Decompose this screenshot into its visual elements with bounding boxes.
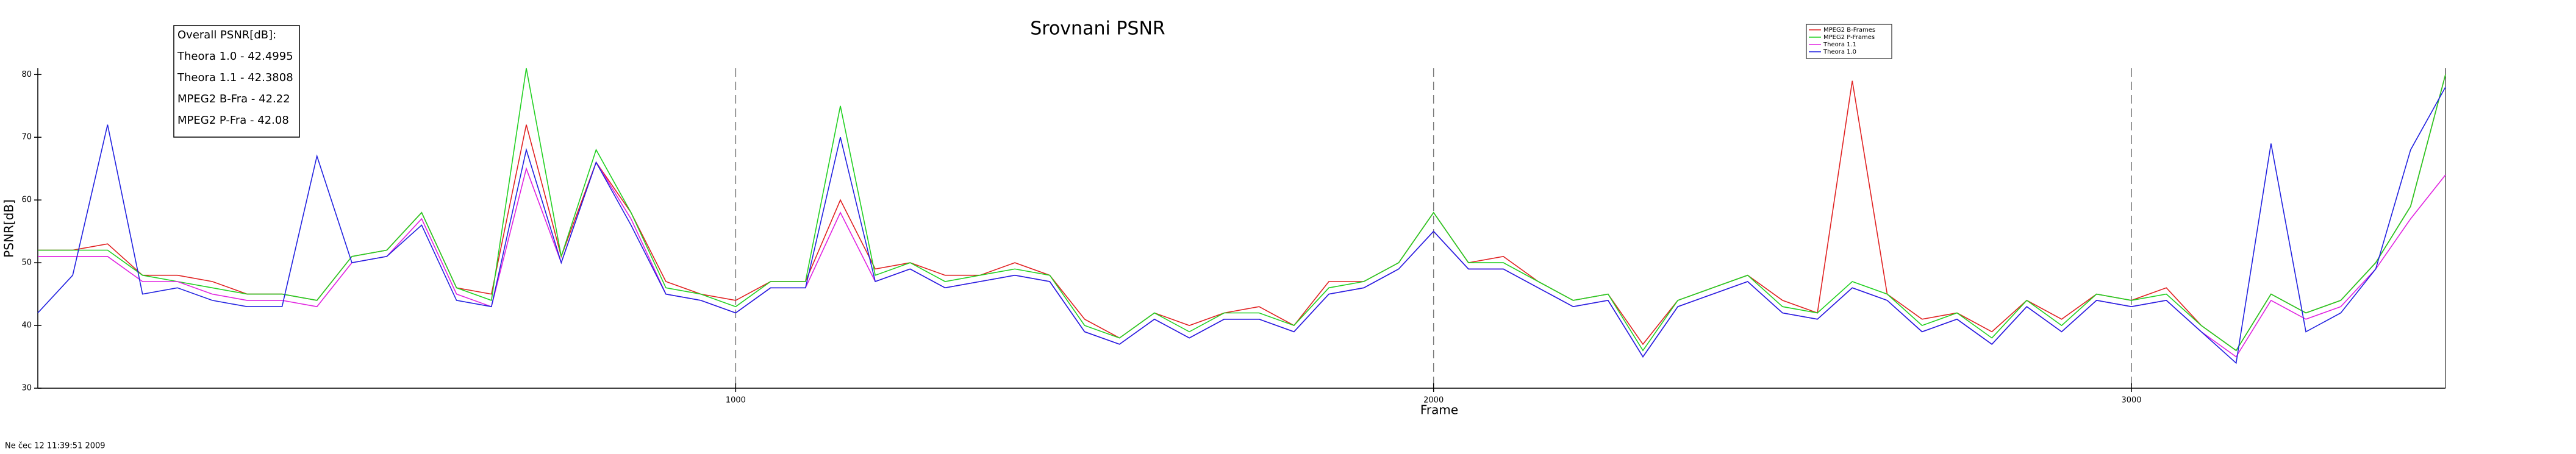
- annotation: Theora 1.1 - 42.3808: [177, 71, 293, 84]
- y-tick-label: 80: [21, 70, 32, 79]
- x-tick-label: 1000: [726, 396, 746, 405]
- y-tick-label: 70: [21, 133, 32, 142]
- y-tick-label: 40: [21, 321, 32, 330]
- annotation: MPEG2 B-Fra - 42.22: [177, 93, 290, 105]
- y-axis-label: PSNR[dB]: [2, 199, 16, 258]
- series-line: [38, 74, 2446, 352]
- x-tick-label: 3000: [2121, 396, 2141, 405]
- legend-label: MPEG2 B-Frames: [1823, 27, 1875, 34]
- series-line: [38, 161, 2446, 358]
- chart-title: Srovnani PSNR: [1030, 18, 1165, 40]
- legend-label: Theora 1.1: [1823, 41, 1856, 48]
- annotation: Overall PSNR[dB]:: [177, 29, 276, 41]
- y-tick-label: 60: [21, 196, 32, 205]
- y-tick-label: 30: [21, 384, 32, 393]
- series-line: [38, 68, 2446, 352]
- footer: Ne čec 12 11:39:51 2009: [5, 442, 106, 451]
- annotation-box: [173, 25, 300, 138]
- legend-label: Theora 1.0: [1823, 49, 1856, 55]
- x-axis-label: Frame: [1420, 403, 1458, 417]
- legend-label: MPEG2 P-Frames: [1823, 34, 1875, 41]
- annotation: MPEG2 P-Fra - 42.08: [177, 114, 289, 127]
- y-tick-label: 50: [21, 258, 32, 268]
- x-tick-label: 2000: [1423, 396, 1444, 405]
- series-line: [37, 87, 2446, 364]
- annotation: Theora 1.0 - 42.4995: [177, 50, 293, 63]
